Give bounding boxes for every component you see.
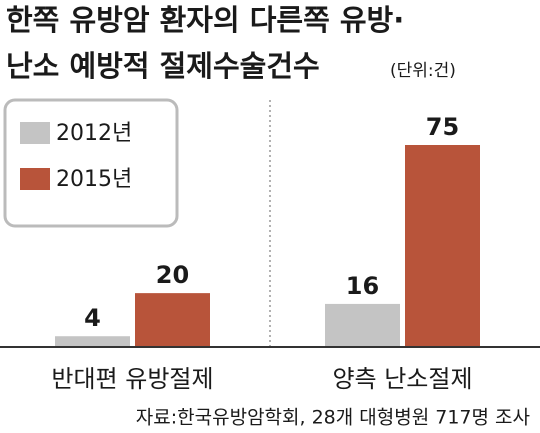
- legend-box: [3, 98, 179, 228]
- value-label: 75: [426, 113, 459, 141]
- chart-title: 난소 예방적 절제수술건수: [6, 49, 320, 83]
- legend-label: 2015년: [56, 167, 132, 192]
- bar: [135, 293, 210, 347]
- chart-subtitle: (단위:건): [390, 61, 456, 81]
- bar: [325, 303, 400, 347]
- value-label: 4: [84, 304, 101, 332]
- legend-swatch: [20, 168, 50, 190]
- value-label: 20: [156, 261, 189, 289]
- source: 자료:한국유방암학회, 28개 대형병원 717명 조사: [136, 407, 530, 429]
- value-label: 16: [346, 272, 379, 300]
- x-tick-label: 반대편 유방절제: [51, 365, 213, 393]
- bar: [405, 145, 480, 347]
- legend-swatch: [20, 122, 50, 144]
- legend-label: 2012년: [56, 121, 132, 146]
- bar: [55, 336, 130, 347]
- chart-title: 한쪽 유방암 환자의 다른쪽 유방·: [6, 3, 404, 37]
- x-tick-label: 양측 난소절제: [332, 365, 472, 393]
